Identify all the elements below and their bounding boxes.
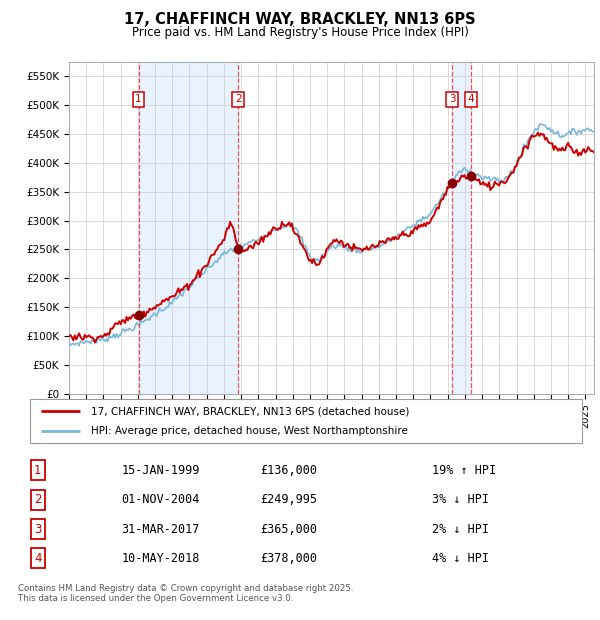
Text: 17, CHAFFINCH WAY, BRACKLEY, NN13 6PS (detached house): 17, CHAFFINCH WAY, BRACKLEY, NN13 6PS (d… (91, 406, 409, 416)
Text: 3: 3 (34, 523, 41, 536)
Text: Price paid vs. HM Land Registry's House Price Index (HPI): Price paid vs. HM Land Registry's House … (131, 26, 469, 39)
Text: £249,995: £249,995 (260, 494, 317, 506)
Text: 1: 1 (135, 94, 142, 105)
Text: £136,000: £136,000 (260, 464, 317, 477)
Text: 2% ↓ HPI: 2% ↓ HPI (433, 523, 490, 536)
Text: 3% ↓ HPI: 3% ↓ HPI (433, 494, 490, 506)
Text: 10-MAY-2018: 10-MAY-2018 (121, 552, 200, 565)
Text: 4: 4 (468, 94, 475, 105)
Text: 3: 3 (449, 94, 455, 105)
Text: £378,000: £378,000 (260, 552, 317, 565)
Text: 15-JAN-1999: 15-JAN-1999 (121, 464, 200, 477)
Text: £365,000: £365,000 (260, 523, 317, 536)
Text: 31-MAR-2017: 31-MAR-2017 (121, 523, 200, 536)
Text: 2: 2 (34, 494, 41, 506)
Bar (452, 62, 471, 394)
Text: Contains HM Land Registry data © Crown copyright and database right 2025.
This d: Contains HM Land Registry data © Crown c… (18, 584, 353, 603)
Bar (139, 62, 238, 394)
Text: 1: 1 (34, 464, 41, 477)
Text: 2: 2 (235, 94, 242, 105)
FancyBboxPatch shape (30, 399, 582, 443)
Text: 4: 4 (34, 552, 41, 565)
Text: HPI: Average price, detached house, West Northamptonshire: HPI: Average price, detached house, West… (91, 426, 407, 436)
Text: 19% ↑ HPI: 19% ↑ HPI (433, 464, 497, 477)
Text: 17, CHAFFINCH WAY, BRACKLEY, NN13 6PS: 17, CHAFFINCH WAY, BRACKLEY, NN13 6PS (124, 12, 476, 27)
Text: 4% ↓ HPI: 4% ↓ HPI (433, 552, 490, 565)
Text: 01-NOV-2004: 01-NOV-2004 (121, 494, 200, 506)
